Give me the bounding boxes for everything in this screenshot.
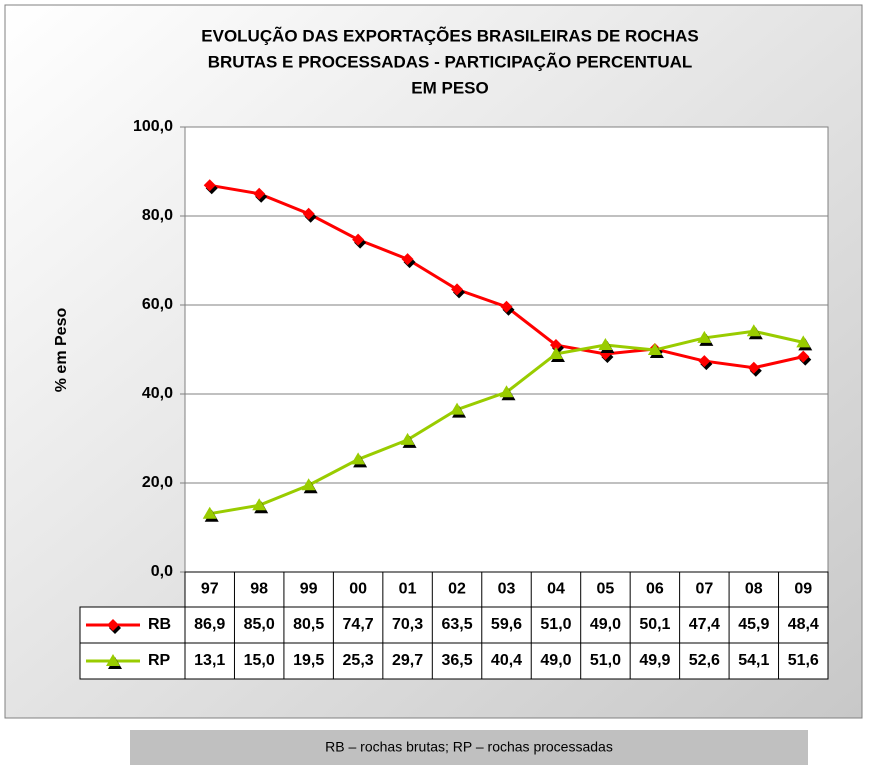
table-value: 85,0 — [244, 616, 275, 633]
x-tick-label: 01 — [399, 581, 417, 598]
marker — [746, 324, 761, 337]
table-value: 51,0 — [540, 616, 571, 633]
table-value: 49,0 — [540, 652, 571, 669]
x-tick-label: 98 — [250, 581, 268, 598]
table-value: 25,3 — [343, 652, 374, 669]
marker — [203, 179, 216, 192]
table-value: 86,9 — [194, 616, 225, 633]
marker — [106, 654, 120, 666]
marker — [598, 338, 613, 351]
marker — [401, 253, 414, 266]
table-value: 13,1 — [194, 652, 225, 669]
marker — [352, 233, 365, 246]
table-value: 80,5 — [293, 616, 324, 633]
table-value: 51,6 — [788, 652, 819, 669]
marker — [549, 339, 562, 352]
legend-label: RB — [148, 616, 171, 633]
marker — [499, 385, 514, 398]
x-tick-label: 07 — [695, 581, 713, 598]
x-tick-label: 00 — [349, 581, 367, 598]
x-tick-label: 06 — [646, 581, 664, 598]
chart-title: EM PESO — [411, 78, 488, 97]
chart-title: EVOLUÇÃO DAS EXPORTAÇÕES BRASILEIRAS DE … — [201, 25, 698, 45]
marker — [107, 619, 119, 631]
legend-label: RP — [148, 652, 171, 669]
table-value: 59,6 — [491, 616, 522, 633]
marker — [698, 355, 711, 368]
x-tick-label: 03 — [498, 581, 516, 598]
table-value: 51,0 — [590, 652, 621, 669]
table-value: 49,9 — [639, 652, 670, 669]
y-tick-label: 40,0 — [142, 385, 173, 402]
caption: RB – rochas brutas; RP – rochas processa… — [325, 739, 613, 755]
marker — [697, 330, 712, 343]
marker — [252, 498, 267, 511]
marker — [400, 432, 415, 445]
x-tick-label: 05 — [597, 581, 615, 598]
marker — [351, 452, 366, 465]
marker — [548, 346, 563, 359]
caption-box — [130, 730, 808, 765]
y-tick-label: 0,0 — [151, 563, 173, 580]
table-header — [184, 571, 829, 608]
table-value: 74,7 — [343, 616, 374, 633]
marker — [500, 300, 513, 313]
x-tick-label: 99 — [300, 581, 318, 598]
table-value: 15,0 — [244, 652, 275, 669]
table-value: 48,4 — [788, 616, 819, 633]
table-value: 54,1 — [738, 652, 769, 669]
table-value: 19,5 — [293, 652, 324, 669]
marker — [747, 361, 760, 374]
table-value: 45,9 — [738, 616, 769, 633]
y-tick-label: 60,0 — [142, 296, 173, 313]
table-value: 40,4 — [491, 652, 522, 669]
y-tick-label: 100,0 — [133, 118, 173, 135]
table-value: 70,3 — [392, 616, 423, 633]
table-value: 52,6 — [689, 652, 720, 669]
marker — [301, 478, 316, 491]
marker — [796, 335, 811, 348]
plot-area — [184, 126, 829, 573]
table-value: 50,1 — [639, 616, 670, 633]
y-tick-label: 80,0 — [142, 207, 173, 224]
marker — [450, 402, 465, 415]
y-axis-label: % em Peso — [53, 308, 70, 393]
table-value: 49,0 — [590, 616, 621, 633]
y-tick-label: 20,0 — [142, 474, 173, 491]
marker — [647, 342, 662, 355]
x-tick-label: 02 — [448, 581, 466, 598]
x-tick-label: 04 — [547, 581, 565, 598]
marker — [253, 187, 266, 200]
x-tick-label: 97 — [201, 581, 219, 598]
x-tick-label: 09 — [794, 581, 812, 598]
table-value: 36,5 — [441, 652, 472, 669]
chart-title: BRUTAS E PROCESSADAS - PARTICIPAÇÃO PERC… — [208, 51, 693, 71]
marker — [797, 350, 810, 363]
marker — [202, 506, 217, 519]
table-value: 63,5 — [441, 616, 472, 633]
marker — [302, 207, 315, 220]
table-value: 47,4 — [689, 616, 720, 633]
marker — [451, 283, 464, 296]
table-value: 29,7 — [392, 652, 423, 669]
x-tick-label: 08 — [745, 581, 763, 598]
